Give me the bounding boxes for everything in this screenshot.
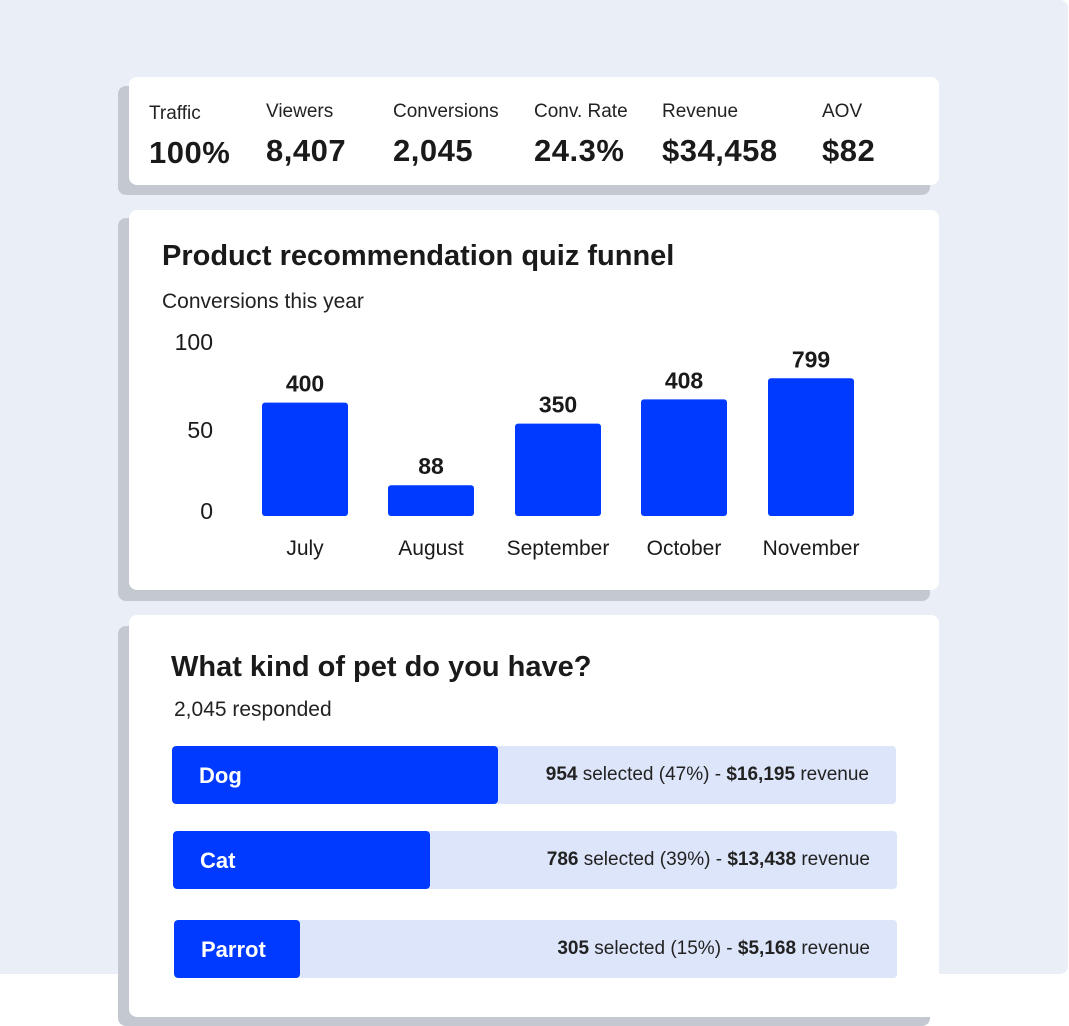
selected-text: selected (47%) -	[582, 764, 722, 785]
chart-bar	[768, 378, 854, 516]
chart-bar	[515, 423, 601, 516]
y-tick-label: 0	[200, 498, 213, 524]
revenue-text: revenue	[801, 938, 870, 959]
revenue-amount: $5,168	[737, 938, 797, 959]
x-tick-label: July	[286, 537, 324, 560]
revenue-amount: $13,438	[727, 849, 797, 870]
selected-text: selected (15%) -	[594, 938, 733, 959]
bar-value-label: 88	[418, 453, 444, 479]
chart-bar	[388, 485, 474, 516]
bar-value-label: 400	[286, 371, 324, 397]
poll-option-cat[interactable]: Cat 786 selected (39%) - $13,438 revenue	[173, 831, 897, 889]
stat-value: $82	[822, 133, 876, 168]
poll-option-fill	[173, 831, 431, 889]
bar-value-label: 408	[665, 367, 704, 393]
poll-option-fill	[174, 920, 300, 978]
poll-responded-count: 2,045 responded	[174, 698, 332, 721]
stat-label: Conv. Rate	[534, 101, 628, 122]
poll-option-stats: 786 selected (39%) - $13,438 revenue	[547, 849, 870, 871]
stat-value: 8,407	[266, 133, 347, 168]
chart-subtitle: Conversions this year	[162, 290, 364, 313]
stat-label: Traffic	[149, 103, 201, 124]
chart-card: Product recommendation quiz funnel Conve…	[129, 210, 939, 590]
poll-option-stats: 305 selected (15%) - $5,168 revenue	[557, 938, 870, 960]
x-tick-label: September	[507, 537, 610, 560]
poll-option-dog[interactable]: Dog 954 selected (47%) - $16,195 revenue	[172, 746, 896, 804]
chart-title: Product recommendation quiz funnel	[162, 240, 675, 272]
x-tick-label: October	[647, 537, 722, 560]
poll-option-label: Cat	[200, 848, 236, 873]
stat-value: 100%	[149, 135, 231, 170]
bar-value-label: 350	[539, 392, 577, 418]
chart-bar	[641, 399, 727, 516]
selected-count: 305	[557, 938, 590, 959]
y-tick-label: 50	[187, 417, 213, 443]
stat-label: AOV	[822, 101, 863, 122]
stats-card: Traffic 100% Viewers 8,407 Conversions 2…	[129, 77, 939, 185]
revenue-amount: $16,195	[726, 764, 796, 785]
poll-option-parrot[interactable]: Parrot 305 selected (15%) - $5,168 reven…	[174, 920, 897, 978]
revenue-text: revenue	[800, 764, 869, 785]
chart-bar	[262, 402, 348, 516]
y-tick-label: 100	[175, 329, 213, 355]
poll-option-stats: 954 selected (47%) - $16,195 revenue	[546, 764, 869, 786]
bar-value-label: 799	[792, 346, 830, 372]
x-tick-label: August	[398, 537, 464, 560]
selected-count: 786	[546, 849, 579, 870]
stat-label: Viewers	[266, 101, 334, 122]
selected-text: selected (39%) -	[583, 849, 723, 870]
poll-option-fill	[172, 746, 498, 804]
stat-label: Conversions	[393, 101, 499, 122]
selected-count: 954	[545, 764, 578, 785]
poll-option-label: Parrot	[201, 937, 266, 962]
poll-option-label: Dog	[199, 763, 242, 788]
poll-card: What kind of pet do you have? 2,045 resp…	[129, 615, 939, 1017]
stat-value: $34,458	[662, 133, 778, 168]
revenue-text: revenue	[801, 849, 870, 870]
stat-value: 24.3%	[534, 133, 625, 168]
bar-chart: 100 50 0 400 July 88 August 350 September 408 Octo…	[175, 329, 860, 560]
poll-title: What kind of pet do you have?	[171, 651, 592, 683]
stat-label: Revenue	[662, 101, 739, 122]
x-tick-label: November	[763, 537, 860, 560]
stat-value: 2,045	[393, 133, 474, 168]
